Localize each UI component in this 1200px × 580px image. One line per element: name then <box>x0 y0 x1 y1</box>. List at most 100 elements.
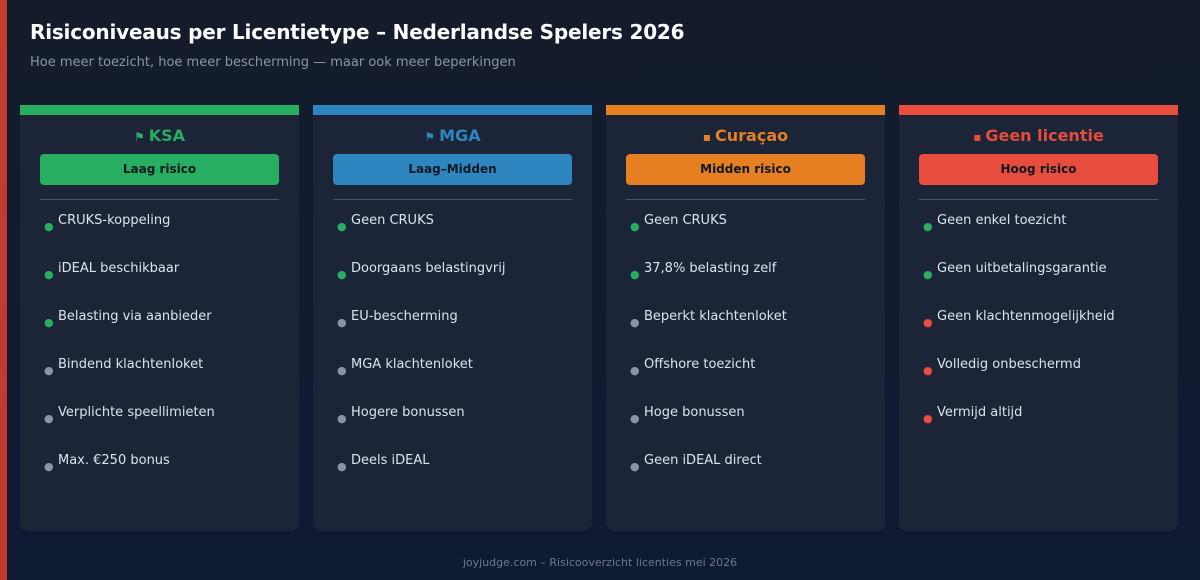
page-subtitle: Hoe meer toezicht, hoe meer bescherming … <box>30 55 516 70</box>
warning-icon: ▪ <box>973 130 982 144</box>
bullet-icon: ● <box>337 412 347 425</box>
bullet-icon: ● <box>44 364 54 377</box>
list-item: ● Volledig onbeschermd <box>923 354 1178 402</box>
bullet-icon: ● <box>337 220 347 233</box>
list-item-text: Bindend klachtenloket <box>58 357 204 372</box>
card-heading: ▪ Curaçao <box>606 126 885 146</box>
bullet-icon: ● <box>44 268 54 281</box>
island-icon: ▪ <box>702 130 712 144</box>
card-heading: ⚑ KSA <box>20 126 299 146</box>
card-heading: ▪ Geen licentie <box>899 126 1178 146</box>
page-title: Risiconiveaus per Licentietype – Nederla… <box>30 20 685 44</box>
risk-badge: Laag–Midden <box>333 154 572 185</box>
list-item: ● iDEAL beschikbaar <box>44 258 299 306</box>
card-heading: ⚑ MGA <box>313 126 592 146</box>
risk-badge: Midden risico <box>626 154 865 185</box>
list-item-text: Offshore toezicht <box>644 357 756 372</box>
feature-list: ● Geen enkel toezicht ● Geen uitbetalingsg… <box>899 210 1178 450</box>
footer-credit: joyjudge.com – Risicooverzicht licenties… <box>462 556 738 569</box>
list-item: ● Hogere bonussen <box>337 402 592 450</box>
bullet-icon: ● <box>44 412 54 425</box>
license-card-mga: ⚑ MGA Laag–Midden ● Geen CRUKS ● Doorgaans … <box>313 105 592 531</box>
list-item: ● MGA klachtenloket <box>337 354 592 402</box>
flag-mt-icon: ⚑ <box>424 130 436 144</box>
bullet-icon: ● <box>923 364 933 377</box>
card-title: MGA <box>439 126 481 145</box>
list-item-text: Volledig onbeschermd <box>937 357 1081 372</box>
list-item: ● Geen uitbetalingsgarantie <box>923 258 1178 306</box>
list-item-text: CRUKS-koppeling <box>58 213 171 228</box>
bullet-icon: ● <box>44 220 54 233</box>
license-card-geen-licentie: ▪ Geen licentie Hoog risico ● Geen enkel t… <box>899 105 1178 531</box>
list-item: ● Bindend klachtenloket <box>44 354 299 402</box>
list-item: ● Hoge bonussen <box>630 402 885 450</box>
list-item-text: Deels iDEAL <box>351 453 430 468</box>
list-item-text: Max. €250 bonus <box>58 453 170 468</box>
license-card-ksa: ⚑ KSA Laag risico ● CRUKS-koppeling ● iDEAL… <box>20 105 299 531</box>
list-item: ● Geen CRUKS <box>630 210 885 258</box>
flag-nl-icon: ⚑ <box>133 130 145 144</box>
list-item-text: Geen uitbetalingsgarantie <box>937 261 1107 276</box>
list-item: ● CRUKS-koppeling <box>44 210 299 258</box>
bullet-icon: ● <box>44 460 54 473</box>
bullet-icon: ● <box>630 364 640 377</box>
list-item-text: Belasting via aanbieder <box>58 309 212 324</box>
feature-list: ● CRUKS-koppeling ● iDEAL beschikbaar ● Bel… <box>20 210 299 498</box>
list-item-text: Beperkt klachtenloket <box>644 309 787 324</box>
list-item-text: Vermijd altijd <box>937 405 1023 420</box>
list-item: ● Geen klachtenmogelijkheid <box>923 306 1178 354</box>
list-item-text: Verplichte speellimieten <box>58 405 215 420</box>
card-title: Curaçao <box>715 126 789 145</box>
risk-badge: Laag risico <box>40 154 279 185</box>
list-item: ● 37,8% belasting zelf <box>630 258 885 306</box>
bullet-icon: ● <box>923 412 933 425</box>
list-item-text: Hoge bonussen <box>644 405 745 420</box>
bullet-icon: ● <box>44 316 54 329</box>
list-item: ● Geen CRUKS <box>337 210 592 258</box>
list-item: ● Doorgaans belastingvrij <box>337 258 592 306</box>
bullet-icon: ● <box>630 412 640 425</box>
list-item: ● Deels iDEAL <box>337 450 592 498</box>
bullet-icon: ● <box>337 316 347 329</box>
list-item: ● Max. €250 bonus <box>44 450 299 498</box>
license-card-curacao: ▪ Curaçao Midden risico ● Geen CRUKS ● 37,8… <box>606 105 885 531</box>
bullet-icon: ● <box>923 220 933 233</box>
bullet-icon: ● <box>337 364 347 377</box>
bullet-icon: ● <box>630 316 640 329</box>
feature-list: ● Geen CRUKS ● 37,8% belasting zelf ● Beper… <box>606 210 885 498</box>
list-item-text: Geen enkel toezicht <box>937 213 1067 228</box>
card-color-strip <box>606 105 885 115</box>
card-divider <box>333 199 572 200</box>
list-item-text: MGA klachtenloket <box>351 357 473 372</box>
card-color-strip <box>313 105 592 115</box>
bullet-icon: ● <box>337 268 347 281</box>
bullet-icon: ● <box>630 460 640 473</box>
list-item-text: iDEAL beschikbaar <box>58 261 180 276</box>
list-item: ● EU-bescherming <box>337 306 592 354</box>
card-title: Geen licentie <box>985 126 1104 145</box>
list-item: ● Vermijd altijd <box>923 402 1178 450</box>
list-item-text: Geen klachtenmogelijkheid <box>937 309 1115 324</box>
card-divider <box>40 199 279 200</box>
feature-list: ● Geen CRUKS ● Doorgaans belastingvrij ● EU… <box>313 210 592 498</box>
bullet-icon: ● <box>337 460 347 473</box>
risk-badge: Hoog risico <box>919 154 1158 185</box>
card-color-strip <box>20 105 299 115</box>
list-item: ● Geen iDEAL direct <box>630 450 885 498</box>
list-item-text: Geen CRUKS <box>644 213 727 228</box>
bullet-icon: ● <box>630 220 640 233</box>
list-item-text: Hogere bonussen <box>351 405 465 420</box>
list-item: ● Geen enkel toezicht <box>923 210 1178 258</box>
list-item: ● Verplichte speellimieten <box>44 402 299 450</box>
left-accent-bar <box>0 0 7 580</box>
list-item-text: EU-bescherming <box>351 309 458 324</box>
list-item-text: Geen iDEAL direct <box>644 453 762 468</box>
license-cards: ⚑ KSA Laag risico ● CRUKS-koppeling ● iDEAL… <box>20 105 1178 531</box>
card-divider <box>626 199 865 200</box>
card-color-strip <box>899 105 1178 115</box>
bullet-icon: ● <box>923 316 933 329</box>
card-divider <box>919 199 1158 200</box>
card-title: KSA <box>148 126 186 145</box>
list-item: ● Belasting via aanbieder <box>44 306 299 354</box>
list-item-text: Geen CRUKS <box>351 213 434 228</box>
